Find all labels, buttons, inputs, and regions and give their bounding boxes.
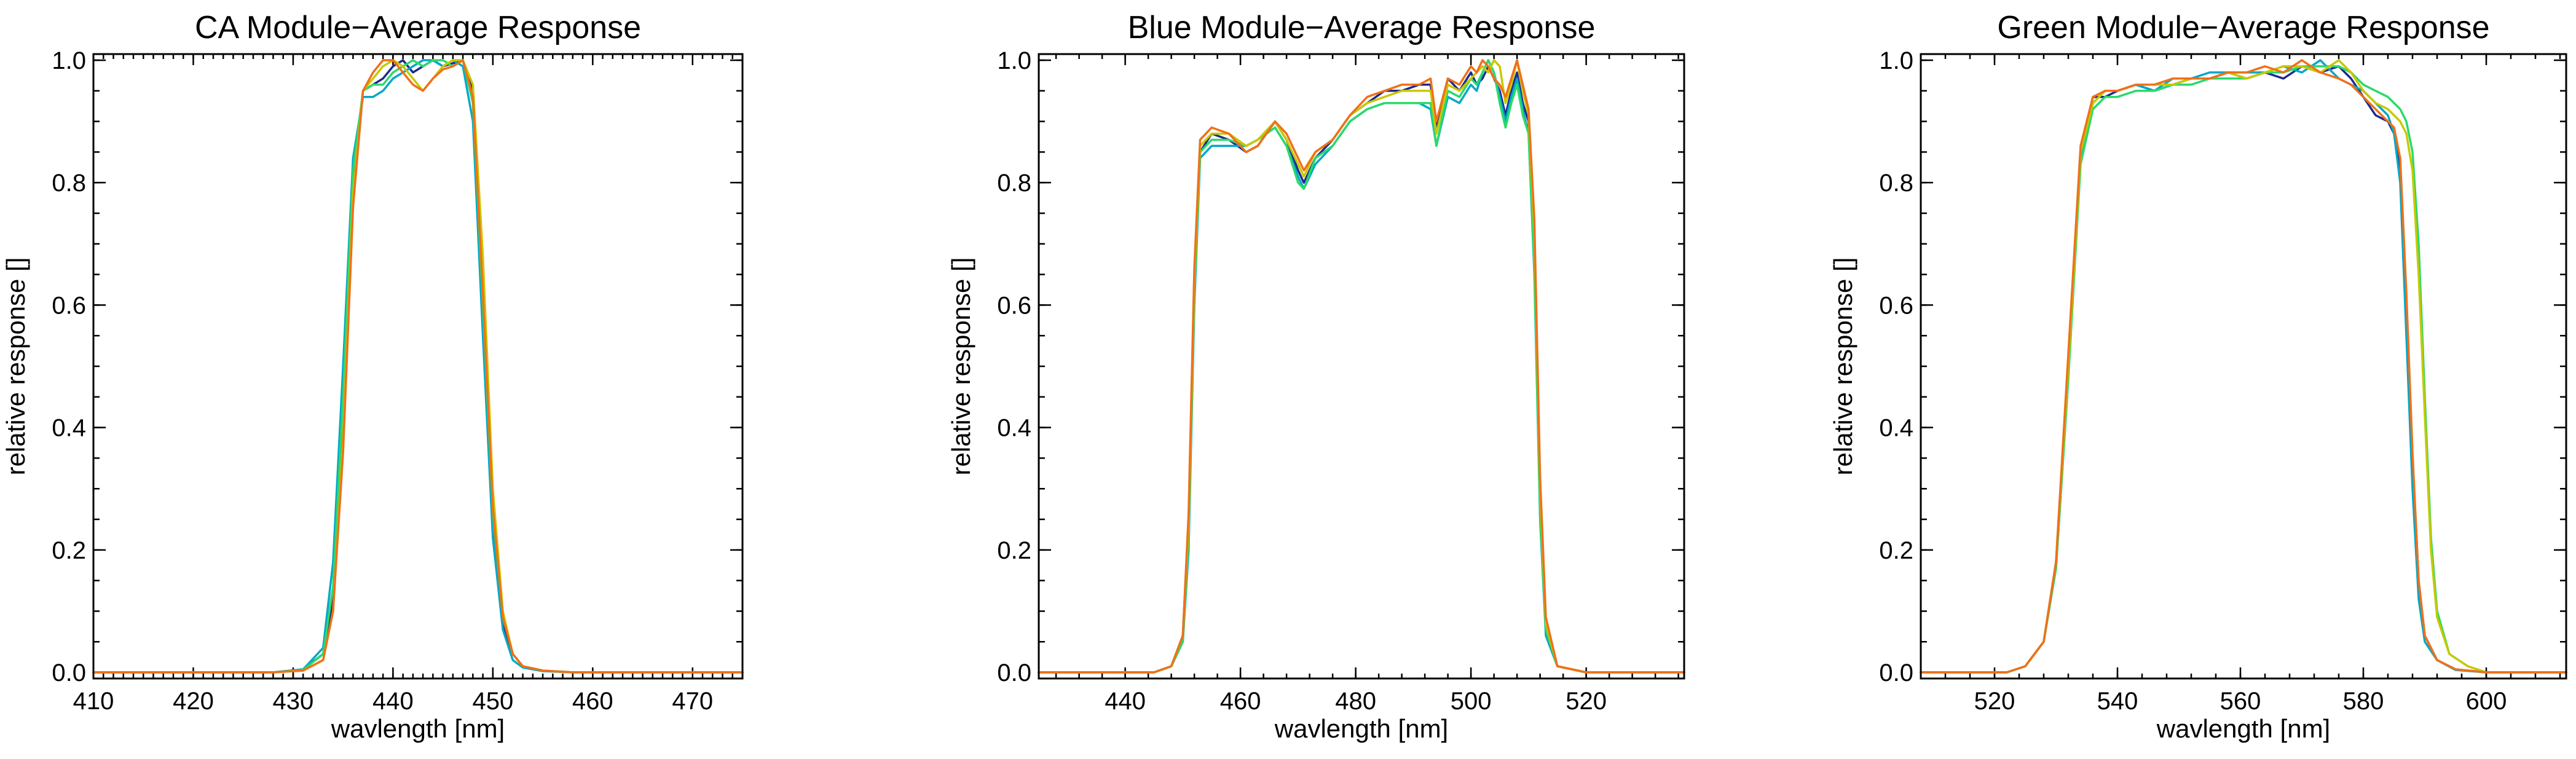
plot-frame	[1920, 53, 2567, 680]
x-tick-label: 430	[273, 688, 314, 715]
y-tick-label: 0.6	[1879, 292, 1913, 319]
series-line-module-5	[92, 59, 744, 674]
y-tick-label: 0.4	[52, 415, 86, 442]
x-tick-label: 460	[1220, 688, 1261, 715]
x-tick-label: 560	[2220, 688, 2261, 715]
y-tick-label: 0.2	[1879, 537, 1913, 564]
y-tick-label: 0.0	[52, 659, 86, 686]
series-line-module-5	[1038, 59, 1685, 674]
y-tick-label: 0.4	[997, 415, 1031, 442]
y-tick-label: 0.6	[997, 292, 1031, 319]
x-tick-label: 600	[2466, 688, 2507, 715]
y-tick-label: 1.0	[1879, 47, 1913, 74]
y-tick-label: 1.0	[997, 47, 1031, 74]
y-tick-label: 0.2	[997, 537, 1031, 564]
x-tick-label: 460	[572, 688, 613, 715]
plot-frame	[92, 53, 744, 680]
x-tick-label: 440	[1105, 688, 1146, 715]
y-tick-label: 0.8	[1879, 170, 1913, 197]
y-tick-label: 0.6	[52, 292, 86, 319]
chart-title: Green Module−Average Response	[1997, 10, 2489, 45]
y-tick-label: 0.4	[1879, 415, 1913, 442]
chart-panel-1: CA Module−Average Response wavlength [nm]…	[1, 10, 744, 743]
x-tick-label: 520	[1974, 688, 2015, 715]
x-tick-label: 470	[672, 688, 713, 715]
y-axis-label: relative response []	[947, 258, 975, 476]
x-tick-label: 500	[1451, 688, 1492, 715]
series-line-module-4	[1038, 59, 1685, 674]
x-tick-label: 540	[2097, 688, 2138, 715]
chart-panel-2: Blue Module−Average Response wavlength [n…	[947, 10, 1685, 743]
series-line-module-5	[1920, 59, 2567, 674]
series-line-module-3	[1038, 59, 1685, 674]
y-axis-label: relative response []	[1829, 258, 1857, 476]
y-tick-label: 0.0	[1879, 659, 1913, 686]
chart-panel-3: Green Module−Average Response wavlength […	[1829, 10, 2567, 743]
x-tick-label: 450	[472, 688, 513, 715]
x-tick-label: 520	[1566, 688, 1607, 715]
y-axis-label: relative response []	[1, 258, 30, 476]
y-tick-label: 1.0	[52, 47, 86, 74]
chart-title: CA Module−Average Response	[195, 10, 641, 45]
y-tick-label: 0.2	[52, 537, 86, 564]
x-tick-label: 440	[372, 688, 414, 715]
series-line-module-2	[92, 59, 744, 674]
y-tick-label: 0.8	[52, 170, 86, 197]
x-tick-label: 580	[2343, 688, 2384, 715]
x-tick-label: 480	[1335, 688, 1376, 715]
plot-frame	[1038, 53, 1685, 680]
x-tick-label: 410	[73, 688, 114, 715]
y-tick-label: 0.0	[997, 659, 1031, 686]
y-tick-label: 0.8	[997, 170, 1031, 197]
x-tick-label: 420	[173, 688, 214, 715]
chart-title: Blue Module−Average Response	[1128, 10, 1596, 45]
x-axis-label: wavlength [nm]	[2156, 714, 2330, 743]
x-axis-label: wavlength [nm]	[331, 714, 505, 743]
x-axis-label: wavlength [nm]	[1274, 714, 1448, 743]
